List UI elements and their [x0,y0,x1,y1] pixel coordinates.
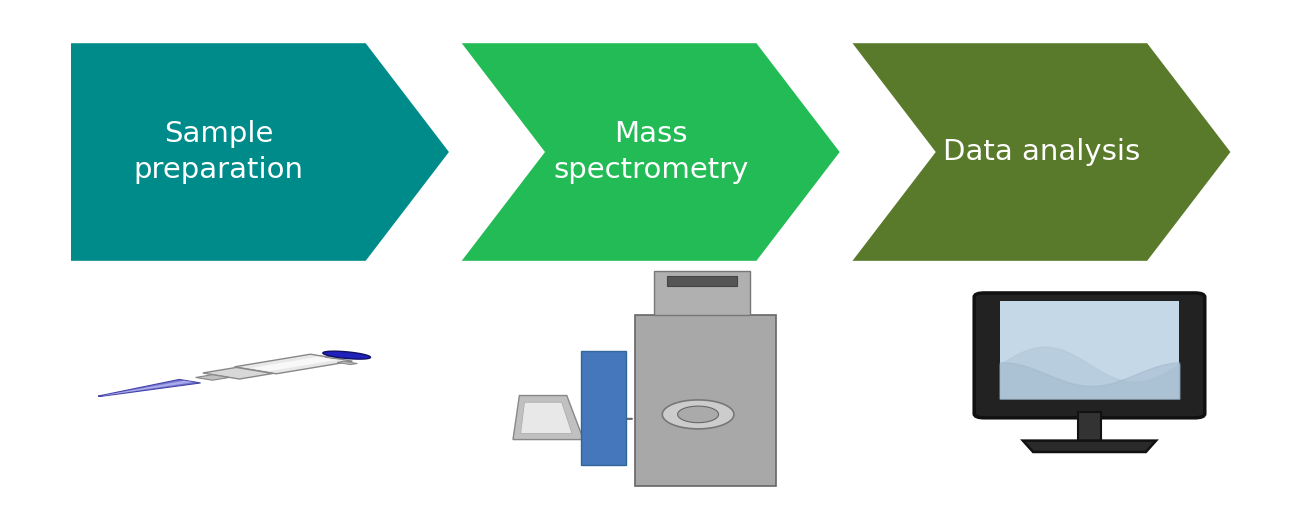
Polygon shape [71,43,449,261]
Polygon shape [513,395,584,439]
Polygon shape [325,354,354,359]
Polygon shape [250,357,337,371]
Polygon shape [196,375,229,380]
Polygon shape [677,406,719,422]
FancyBboxPatch shape [1077,412,1101,440]
Polygon shape [667,276,737,286]
Polygon shape [635,315,776,486]
Text: Sample
preparation: Sample preparation [133,120,303,185]
Polygon shape [203,368,273,379]
FancyBboxPatch shape [974,293,1204,418]
Polygon shape [1023,440,1156,452]
Polygon shape [322,351,370,359]
Polygon shape [234,354,352,374]
Text: Data analysis: Data analysis [943,138,1140,166]
Polygon shape [462,43,839,261]
Polygon shape [852,43,1230,261]
Text: Mass
spectrometry: Mass spectrometry [553,120,749,185]
Polygon shape [654,271,750,315]
Polygon shape [102,380,193,396]
Polygon shape [337,361,357,364]
Polygon shape [581,352,625,466]
Polygon shape [662,400,734,429]
FancyBboxPatch shape [1000,301,1180,398]
Polygon shape [98,379,201,396]
Polygon shape [521,402,572,434]
